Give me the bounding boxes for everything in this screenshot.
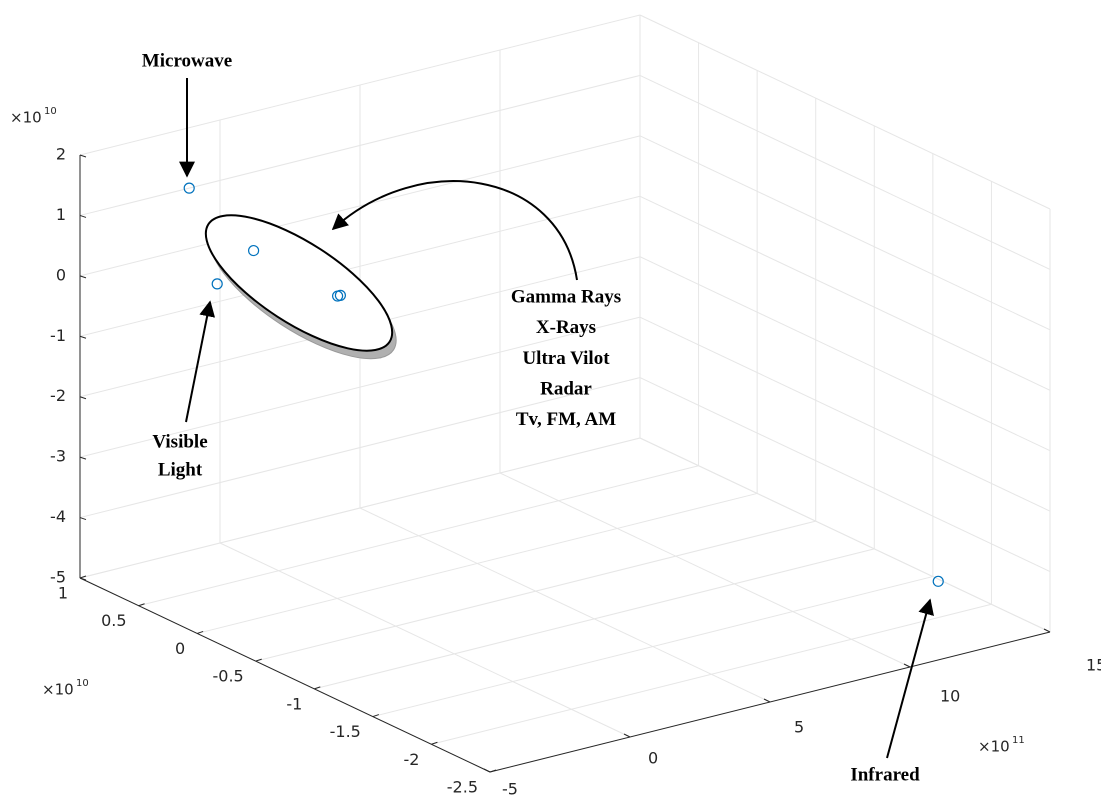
- markers: [183, 182, 944, 587]
- tick-mark: [79, 456, 87, 460]
- y-tick-label: -1.5: [330, 722, 361, 741]
- data-point: [932, 575, 944, 587]
- x-tick-label: 0: [648, 749, 658, 768]
- annotation: Tv, FM, AM: [516, 409, 616, 430]
- annotation: Radar: [540, 378, 592, 399]
- y-tick-label: -2: [403, 750, 419, 769]
- grid-line: [499, 472, 911, 668]
- z-tick-label: -3: [50, 447, 66, 466]
- grid: [79, 14, 1051, 773]
- z-tick-label: -2: [50, 386, 66, 405]
- grid-line: [79, 437, 641, 579]
- tick-mark: [903, 663, 911, 668]
- tick-mark: [79, 214, 87, 218]
- grid-line: [79, 74, 641, 216]
- highlight-ellipse: [204, 214, 397, 360]
- tick-mark: [79, 335, 87, 339]
- grid-line: [79, 195, 641, 337]
- data-point: [248, 244, 260, 257]
- arrows: [179, 78, 934, 759]
- tick-mark: [79, 154, 87, 158]
- grid-line: [79, 14, 641, 156]
- axis-multiplier-power: 10: [44, 106, 57, 117]
- grid-line: [639, 74, 1051, 270]
- z-tick-label: -1: [50, 326, 66, 345]
- y-tick-label: 0.5: [101, 611, 126, 630]
- tick-mark: [483, 768, 491, 773]
- grid-line: [639, 135, 1051, 331]
- axis-multiplier: ×10: [42, 681, 74, 699]
- grid-line: [639, 14, 1051, 210]
- data-point: [334, 289, 346, 301]
- tick-mark: [79, 577, 87, 581]
- tick-mark: [314, 686, 321, 690]
- grid-line: [431, 603, 992, 745]
- axis-multiplier: ×10: [10, 109, 42, 127]
- grid-line: [639, 316, 1051, 512]
- tick-mark: [79, 517, 87, 521]
- annotation: Infrared: [850, 764, 920, 785]
- grid-line: [219, 542, 631, 738]
- y-tick-label: 1: [58, 584, 68, 603]
- grid-line: [314, 548, 875, 690]
- x-tick-label: 10: [940, 687, 960, 706]
- arrow: [331, 180, 578, 281]
- annotation: Visible: [152, 431, 207, 452]
- grid-line: [372, 576, 933, 718]
- grid-line: [639, 256, 1051, 452]
- x-tick-label: -5: [502, 780, 518, 799]
- tick-mark: [79, 575, 87, 579]
- tick-mark: [372, 714, 380, 718]
- axis-multiplier-power: 10: [76, 678, 89, 689]
- z-tick-label: 2: [56, 145, 66, 164]
- y-tick-label: 0: [175, 639, 185, 658]
- grid-line: [639, 437, 1051, 633]
- tick-mark: [431, 741, 438, 745]
- x-tick-label: 5: [794, 718, 804, 737]
- data-point: [183, 182, 195, 194]
- annotation: Gamma Rays: [511, 286, 621, 307]
- z-tick-label: 0: [56, 265, 66, 284]
- tick-mark: [196, 630, 204, 634]
- tick-mark: [763, 698, 771, 703]
- y-tick-label: -2.5: [447, 778, 478, 797]
- arrow: [886, 598, 934, 759]
- axis-multiplier: ×10: [978, 738, 1010, 756]
- grid-line: [639, 195, 1051, 391]
- arrow: [185, 300, 216, 423]
- annotation: Microwave: [142, 50, 232, 71]
- grid-line: [79, 135, 641, 277]
- grid-line: [639, 377, 1051, 573]
- tick-mark: [489, 769, 497, 773]
- z-tick-label: -5: [50, 568, 66, 587]
- grid-line: [79, 316, 641, 458]
- grid-line: [79, 377, 641, 519]
- tick-mark: [1043, 628, 1051, 633]
- grid-line: [255, 520, 816, 662]
- grid-line: [359, 507, 771, 703]
- data-point: [211, 278, 223, 290]
- annotation: Ultra Vilot: [522, 348, 610, 369]
- y-tick-label: -0.5: [212, 667, 243, 686]
- tick-mark: [79, 275, 87, 279]
- z-tick-label: -4: [50, 507, 66, 526]
- z-tick-label: 1: [56, 205, 66, 224]
- grid-line: [138, 465, 699, 607]
- x-tick-label: 15: [1086, 656, 1101, 675]
- y-tick-label: -1: [286, 694, 302, 713]
- tick-mark: [255, 658, 262, 662]
- axis-multiplier-power: 11: [1012, 735, 1025, 746]
- tick-mark: [623, 733, 631, 738]
- annotation: X-Rays: [536, 317, 596, 338]
- annotation: Light: [158, 459, 203, 480]
- tick-mark: [79, 396, 87, 400]
- grid-line: [197, 492, 758, 634]
- tick-mark: [138, 603, 145, 607]
- y-axis: [79, 577, 491, 773]
